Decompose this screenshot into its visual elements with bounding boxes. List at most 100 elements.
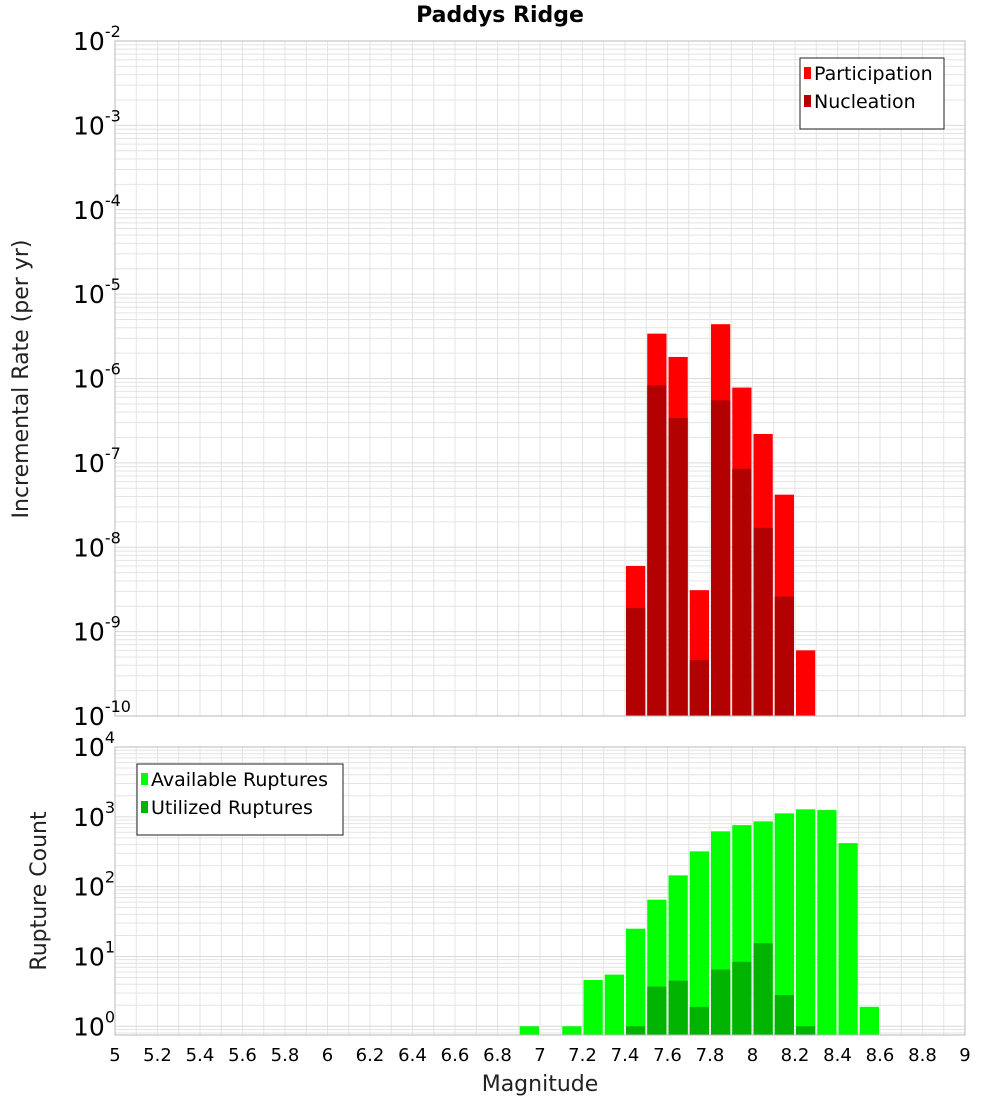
legend-box: [136, 763, 344, 836]
tick-base: 10: [73, 618, 105, 647]
rate-y-tick-label: 10-8: [73, 528, 121, 562]
bottom-y-axis-label: Rupture Count: [27, 811, 52, 971]
rate-bar: [626, 608, 646, 716]
count-bar: [796, 809, 816, 1035]
tick-base: 10: [73, 27, 105, 56]
count-y-tick-label: 102: [73, 868, 115, 902]
x-tick-label: 5: [109, 1045, 120, 1066]
count-bar: [774, 813, 794, 1035]
x-tick-label: 6.2: [356, 1045, 385, 1066]
count-y-tick-label: 100: [73, 1007, 115, 1041]
x-tick-label: 8.2: [781, 1045, 810, 1066]
x-tick-label: 5.6: [228, 1045, 257, 1066]
tick-base: 10: [73, 196, 105, 225]
count-y-tick-label: 103: [73, 798, 115, 832]
x-tick-label: 7.4: [611, 1045, 640, 1066]
count-bar: [668, 980, 688, 1035]
x-tick-label: 5.2: [143, 1045, 172, 1066]
legend-label: Participation: [814, 63, 933, 85]
count-bar: [626, 928, 646, 1035]
count-bar: [774, 995, 794, 1035]
count-bar: [583, 980, 603, 1035]
rate-bar: [647, 385, 667, 716]
count-y-tick-label: 101: [73, 937, 115, 971]
legend-box: [799, 57, 945, 130]
rate-y-tick-label: 10-5: [73, 275, 121, 309]
tick-exponent: -7: [105, 444, 121, 463]
x-tick-label: 8: [747, 1045, 758, 1066]
rate-y-tick-label: 10-10: [73, 697, 131, 731]
x-tick-label: 6.6: [441, 1045, 470, 1066]
tick-base: 10: [73, 733, 105, 762]
count-bar: [732, 961, 752, 1035]
legend-swatch: [141, 773, 148, 785]
legend-swatch: [804, 67, 811, 79]
x-tick-label: 6: [322, 1045, 333, 1066]
rate-bar: [668, 418, 688, 716]
rate-bar: [732, 468, 752, 716]
tick-exponent: -6: [105, 360, 121, 379]
tick-base: 10: [73, 280, 105, 309]
rate-bar: [774, 596, 794, 716]
rate-plot-border: [114, 40, 966, 717]
tick-exponent: 2: [105, 868, 115, 887]
x-tick-label: 7.8: [696, 1045, 725, 1066]
tick-exponent: 4: [105, 728, 115, 747]
x-tick-label: 5.4: [186, 1045, 215, 1066]
legend-label: Utilized Ruptures: [151, 797, 313, 819]
tick-base: 10: [73, 942, 105, 971]
rate-panel: 10-1010-910-810-710-610-510-410-310-2Par…: [73, 22, 966, 731]
legend-label: Nucleation: [814, 91, 916, 113]
chart-title: Paddys Ridge: [416, 3, 584, 28]
tick-base: 10: [73, 111, 105, 140]
x-tick-label: 6.8: [483, 1045, 512, 1066]
count-bar: [626, 1026, 646, 1035]
rate-bar: [689, 660, 709, 716]
count-bar: [519, 1026, 539, 1035]
x-tick-label: 9: [959, 1045, 970, 1066]
rate-y-tick-label: 10-6: [73, 360, 121, 394]
count-bar: [689, 851, 709, 1035]
rate-y-tick-label: 10-7: [73, 444, 121, 478]
count-bar: [753, 943, 773, 1035]
tick-base: 10: [73, 533, 105, 562]
rate-series-1: [626, 385, 794, 716]
x-tick-label: 8.4: [823, 1045, 852, 1066]
x-tick-label: 8.8: [908, 1045, 937, 1066]
rate-y-tick-label: 10-9: [73, 613, 121, 647]
legend-swatch: [804, 95, 811, 107]
tick-base: 10: [73, 365, 105, 394]
tick-base: 10: [73, 702, 105, 731]
count-x-ticks: 5 5.2 5.4 5.6 5.8 6 6.2 6.4 6.6 6.8 7 7.2 7.4 7.6 7.8 8…: [109, 1045, 970, 1066]
tick-exponent: -8: [105, 528, 121, 547]
x-tick-label: 8.6: [866, 1045, 895, 1066]
count-bar: [689, 1006, 709, 1035]
rate-legend: Participation Nucleation: [799, 57, 945, 130]
count-bar: [817, 810, 837, 1035]
rate-bar: [711, 400, 731, 716]
legend-swatch: [141, 801, 148, 813]
rate-y-tick-label: 10-4: [73, 191, 121, 225]
tick-exponent: -5: [105, 275, 121, 294]
count-bar: [604, 974, 624, 1035]
tick-base: 10: [73, 873, 105, 902]
tick-exponent: 1: [105, 937, 115, 956]
rate-y-tick-label: 10-2: [73, 22, 121, 56]
x-tick-label: 7.2: [568, 1045, 597, 1066]
tick-exponent: -9: [105, 613, 121, 632]
tick-base: 10: [73, 1012, 105, 1041]
tick-exponent: 0: [105, 1007, 115, 1026]
x-axis-label: Magnitude: [482, 1072, 599, 1097]
tick-exponent: -3: [105, 106, 121, 125]
count-bar: [796, 1026, 816, 1035]
count-bar: [859, 1006, 879, 1035]
count-plot-border: [114, 746, 966, 1036]
tick-exponent: -2: [105, 22, 121, 41]
x-tick-label: 7: [534, 1045, 545, 1066]
tick-base: 10: [73, 449, 105, 478]
x-tick-label: 7.6: [653, 1045, 682, 1066]
count-bar: [711, 969, 731, 1035]
